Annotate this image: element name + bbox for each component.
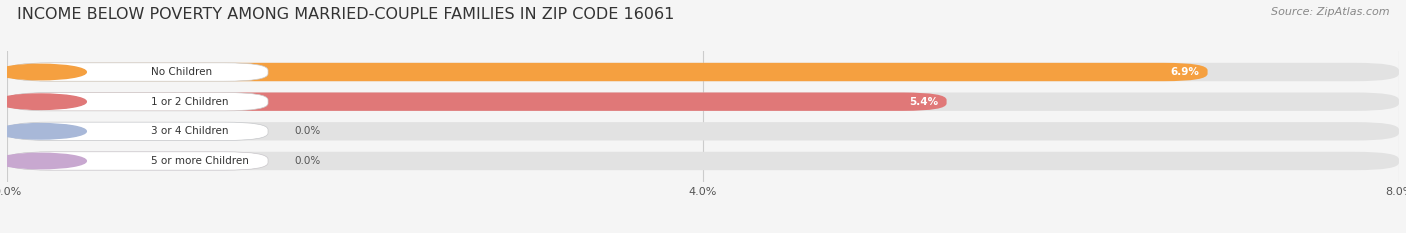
- FancyBboxPatch shape: [7, 122, 269, 140]
- FancyBboxPatch shape: [7, 152, 1399, 170]
- FancyBboxPatch shape: [7, 63, 1399, 81]
- Text: 0.0%: 0.0%: [294, 126, 321, 136]
- FancyBboxPatch shape: [7, 152, 269, 170]
- FancyBboxPatch shape: [7, 152, 269, 170]
- Circle shape: [0, 94, 86, 110]
- Text: Source: ZipAtlas.com: Source: ZipAtlas.com: [1271, 7, 1389, 17]
- Circle shape: [0, 64, 86, 80]
- Text: No Children: No Children: [150, 67, 212, 77]
- FancyBboxPatch shape: [7, 122, 1399, 140]
- FancyBboxPatch shape: [7, 93, 1399, 111]
- Text: 5 or more Children: 5 or more Children: [150, 156, 249, 166]
- Text: 3 or 4 Children: 3 or 4 Children: [150, 126, 228, 136]
- FancyBboxPatch shape: [7, 63, 1208, 81]
- Text: 1 or 2 Children: 1 or 2 Children: [150, 97, 228, 107]
- Circle shape: [0, 153, 86, 169]
- FancyBboxPatch shape: [7, 122, 269, 140]
- FancyBboxPatch shape: [7, 93, 946, 111]
- Text: 6.9%: 6.9%: [1170, 67, 1199, 77]
- FancyBboxPatch shape: [7, 93, 269, 111]
- Circle shape: [0, 123, 86, 139]
- Text: 0.0%: 0.0%: [294, 156, 321, 166]
- Text: 5.4%: 5.4%: [908, 97, 938, 107]
- Text: INCOME BELOW POVERTY AMONG MARRIED-COUPLE FAMILIES IN ZIP CODE 16061: INCOME BELOW POVERTY AMONG MARRIED-COUPL…: [17, 7, 675, 22]
- FancyBboxPatch shape: [7, 63, 269, 81]
